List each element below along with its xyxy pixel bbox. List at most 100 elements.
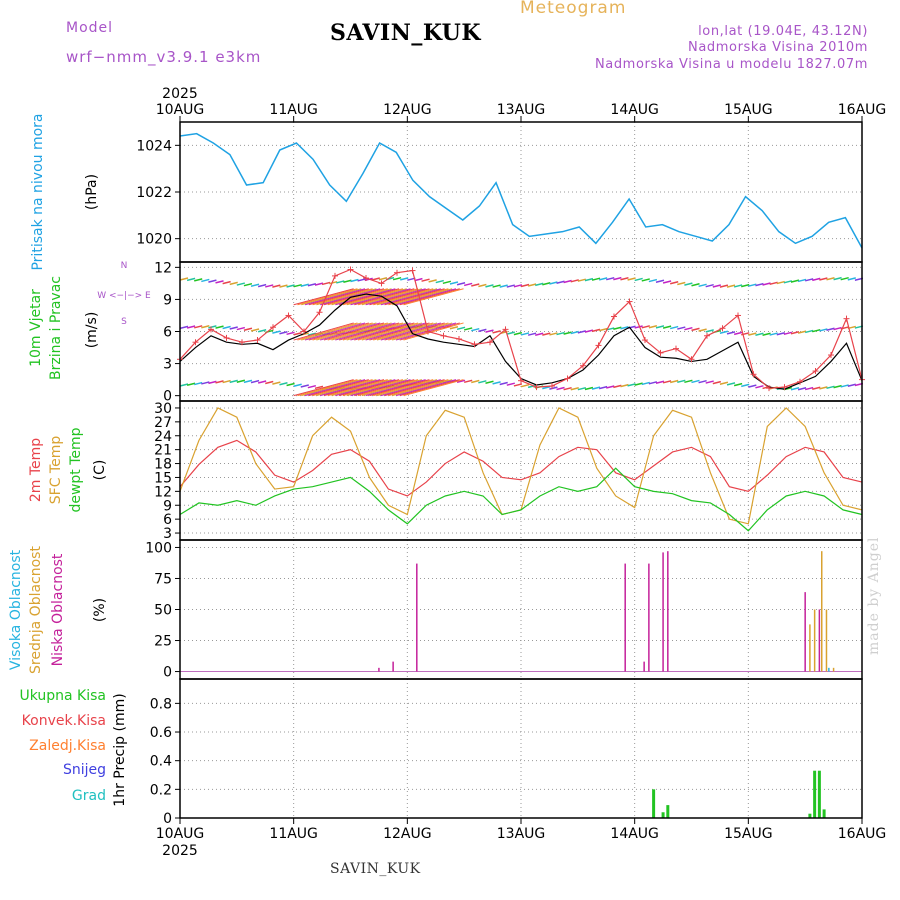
y-tick-label: 0.8 (150, 696, 172, 712)
wind-direction-arrow (376, 288, 438, 306)
wind-direction-arrow (403, 322, 464, 341)
wind-direction-arrow (201, 325, 210, 329)
wind-direction-arrow (726, 284, 736, 288)
x-tick-label-bottom: 15AUG (724, 826, 773, 842)
model-altitude: Nadmorska Visina u modelu 1827.07m (594, 57, 868, 72)
cloud-axis-title-low: Niska Oblacnost (50, 553, 66, 666)
wind-direction-arrow (365, 379, 426, 397)
wind-direction-arrow (400, 277, 409, 281)
wind-direction-arrow (350, 322, 411, 341)
wind-direction-arrow (755, 282, 764, 287)
precip-legend-frozen: Zaledj.Kisa (29, 738, 106, 754)
wind-direction-arrow (222, 325, 231, 330)
wind-direction-arrow (265, 380, 274, 385)
wind-direction-arrow (257, 380, 267, 384)
wind-direction-arrow (662, 380, 672, 384)
wind-direction-arrow (215, 280, 224, 284)
wind-direction-arrow (316, 379, 377, 397)
wind-direction-arrow (833, 276, 842, 281)
wind-direction-arrow (641, 381, 650, 386)
wind-direction-arrow (797, 330, 807, 334)
y-tick-label: 21 (154, 443, 172, 459)
wind-direction-arrow (726, 382, 736, 386)
wind-direction-arrow (343, 279, 352, 283)
x-year-label-bottom: 2025 (162, 843, 198, 859)
wind-direction-arrow (300, 384, 309, 388)
wind-direction-arrow (570, 279, 579, 283)
wind-direction-arrow (395, 379, 457, 397)
wind-direction-arrow (236, 282, 246, 286)
wind-direction-arrow (286, 331, 295, 336)
wind-direction-arrow (819, 386, 828, 390)
cloud-axis-title-mid: Srednja Oblacnost (28, 546, 44, 674)
wind-direction-arrow (812, 277, 821, 282)
y-tick-label: 75 (154, 571, 172, 587)
wind-direction-arrow (606, 385, 615, 389)
wind-direction-arrow (584, 329, 594, 333)
wind-direction-arrow (797, 278, 807, 283)
wind-direction-arrow (556, 386, 565, 391)
precip-bar (666, 805, 670, 818)
wind-direction-arrow (369, 288, 430, 306)
wind-direction-arrow (492, 284, 501, 288)
wind-direction-arrow (361, 379, 422, 397)
wind-direction-arrow (250, 379, 260, 384)
y-tick-label: 24 (154, 429, 172, 445)
pressure-axis-title: Pritisak na nivou mora (30, 113, 46, 270)
wind-direction-arrow (323, 379, 385, 397)
wind-direction-arrow (331, 288, 392, 306)
wind-direction-arrow (293, 283, 302, 288)
wind-direction-arrow (321, 281, 331, 286)
y-tick-label: 27 (154, 415, 172, 431)
wind-direction-arrow (620, 326, 629, 330)
wind-direction-arrow (506, 331, 515, 335)
precip-bar (661, 812, 665, 818)
model-name: wrf−nmm_v3.9.1 e3km (66, 48, 262, 66)
wind-direction-arrow (449, 281, 459, 285)
wind-direction-arrow (506, 284, 515, 288)
wind-direction-arrow (421, 278, 430, 282)
wind-direction-arrow (627, 383, 636, 387)
wind-direction-arrow (350, 288, 411, 306)
pressure-axis-unit: (hPa) (84, 174, 100, 210)
precip-bar (813, 770, 817, 818)
wind-direction-arrow (339, 288, 400, 306)
wind-direction-arrow (641, 325, 650, 329)
wind-direction-arrow (342, 379, 404, 397)
wind-direction-arrow (229, 281, 238, 286)
wind-direction-arrow (236, 379, 246, 384)
precip-bar (817, 770, 821, 818)
wind-direction-arrow (492, 381, 501, 385)
wind-direction-arrow (634, 277, 643, 282)
wind-direction-arrow (301, 322, 362, 341)
wind-direction-arrow (570, 387, 579, 391)
wind-direction-arrow (279, 284, 288, 288)
wind-direction-arrow (719, 381, 729, 385)
wind-direction-arrow (705, 380, 714, 384)
wind-direction-arrow (769, 332, 778, 336)
wind-direction-arrow (726, 331, 736, 335)
wind-direction-arrow (243, 327, 253, 331)
wind-direction-arrow (373, 288, 434, 306)
wind-direction-arrow (556, 280, 565, 284)
y-tick-label: 25 (154, 634, 172, 650)
wind-direction-arrow (762, 332, 771, 336)
wind-direction-arrow (598, 277, 608, 281)
wind-direction-arrow (304, 379, 366, 397)
wind-direction-arrow (361, 288, 422, 306)
wind-direction-arrow (243, 379, 253, 384)
wind-direction-arrow (279, 382, 288, 386)
wind-direction-arrow (388, 288, 449, 306)
wind-direction-arrow (342, 322, 404, 341)
wind-direction-arrow (361, 322, 423, 341)
wind-direction-arrow (790, 331, 800, 335)
precip-legend-total: Ukupna Kisa (19, 688, 106, 704)
y-tick-label: 6 (163, 512, 172, 528)
wind-direction-arrow (222, 280, 231, 285)
wind-direction-arrow (684, 379, 693, 384)
wind-direction-arrow (392, 379, 453, 397)
wind-direction-arrow (506, 382, 515, 386)
wind-direction-arrow (804, 386, 814, 391)
wind-direction-arrow (499, 284, 508, 288)
precip-bar (652, 789, 656, 818)
